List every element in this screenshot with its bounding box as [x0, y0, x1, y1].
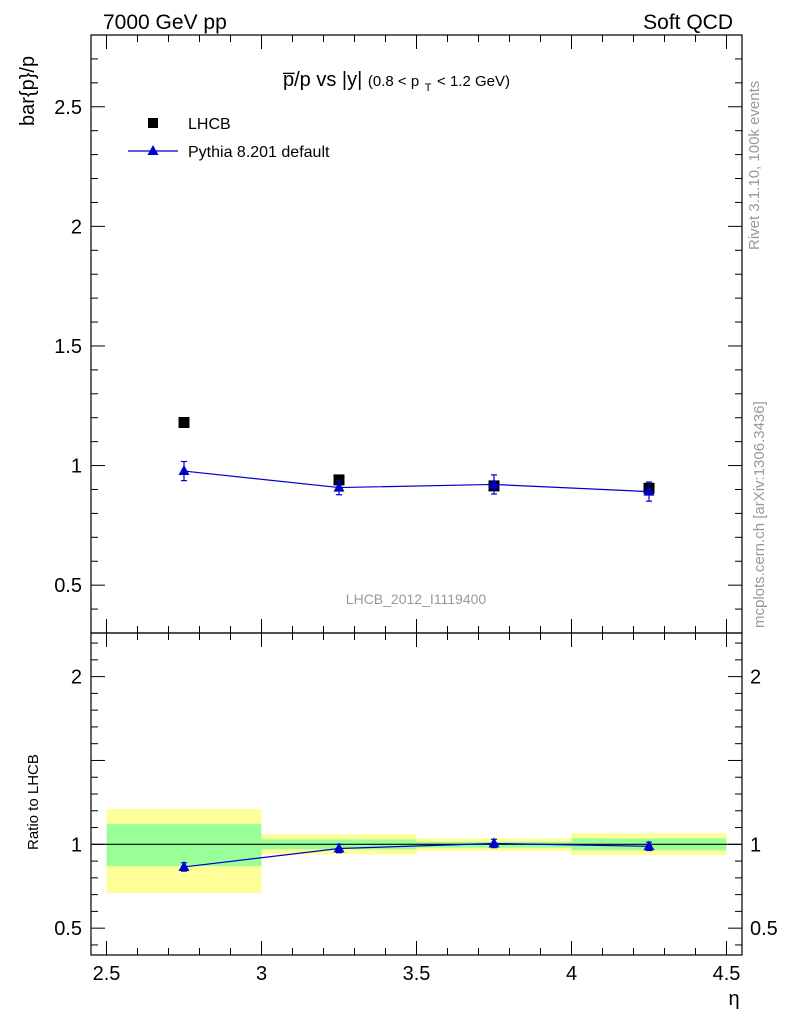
- pythia-line: [183, 470, 650, 493]
- ratio-pythia-point: [333, 842, 345, 853]
- header-right-label: Soft QCD: [643, 11, 733, 34]
- legend-pythia-marker: [147, 145, 159, 155]
- pythia-point: [178, 465, 190, 476]
- main-title-sub: (0.8 < p: [368, 73, 419, 90]
- legend-lhcb-label: LHCB: [188, 116, 231, 133]
- ratio-y-tick-label-left: 0.5: [54, 918, 82, 940]
- x-tick-label: 4.5: [713, 963, 741, 985]
- pythia-point: [643, 485, 655, 496]
- main-y-tick-label: 1: [71, 456, 82, 478]
- x-axis-label: η: [728, 988, 739, 1010]
- analysis-id-label: LHCB_2012_I1119400: [346, 591, 487, 607]
- ratio-pythia-point: [178, 860, 190, 871]
- main-y-tick-label: 2: [71, 216, 82, 238]
- main-title-sub-index: T: [425, 82, 432, 94]
- ratio-y-tick-label-left: 1: [71, 834, 82, 856]
- lhcb-point: [178, 417, 190, 429]
- ratio-pythia-line: [183, 842, 650, 868]
- main-y-axis-label: bar{p}/p: [17, 56, 39, 126]
- ratio-y-tick-label-left: 2: [71, 667, 82, 689]
- header-left-label: 7000 GeV pp: [103, 11, 227, 34]
- x-tick-label: 2.5: [93, 963, 121, 985]
- legend-pythia-label: Pythia 8.201 default: [188, 144, 330, 161]
- main-panel: 0.5 1 1.5 2 2.5 p̅/p vs |y| (0.8 < p T < 1.2…: [17, 34, 743, 634]
- ratio-panel: 0.5 0.5 1 1 2 2 2.5 3 3.5 4 4.5 Ratio to LHCB η: [25, 632, 778, 1010]
- x-tick-label: 3.5: [403, 963, 431, 985]
- ratio-pythia-point: [488, 837, 500, 848]
- main-title-sub-end: < 1.2 GeV): [437, 73, 510, 90]
- ratio-y-tick-label-right: 1: [750, 834, 761, 856]
- main-y-tick-label: 0.5: [54, 575, 82, 597]
- ratio-y-axis-label: Ratio to LHCB: [25, 754, 42, 850]
- mcplots-label: mcplots.cern.ch [arXiv:1306.3436]: [751, 401, 768, 628]
- ratio-pythia-point: [643, 840, 655, 851]
- pythia-point: [488, 478, 500, 489]
- x-tick-label: 3: [256, 963, 267, 985]
- ratio-frame: [90, 632, 743, 956]
- main-y-tick-label: 1.5: [54, 336, 82, 358]
- main-title: p̅/p vs |y| (0.8 < p T < 1.2 GeV): [283, 69, 510, 96]
- main-y-tick-label: 2.5: [54, 97, 82, 119]
- legend: LHCB Pythia 8.201 default: [128, 116, 330, 161]
- rivet-version-label: Rivet 3.1.10, 100k events: [746, 81, 763, 250]
- ratio-inner-band: [106, 824, 262, 867]
- pythia-point: [333, 481, 345, 492]
- ratio-y-tick-label-right: 2: [750, 667, 761, 689]
- x-tick-label: 4: [566, 963, 577, 985]
- ratio-y-tick-label-right: 0.5: [750, 918, 778, 940]
- legend-lhcb-marker: [148, 118, 158, 128]
- main-title-text: p̅/p vs |y|: [283, 69, 362, 91]
